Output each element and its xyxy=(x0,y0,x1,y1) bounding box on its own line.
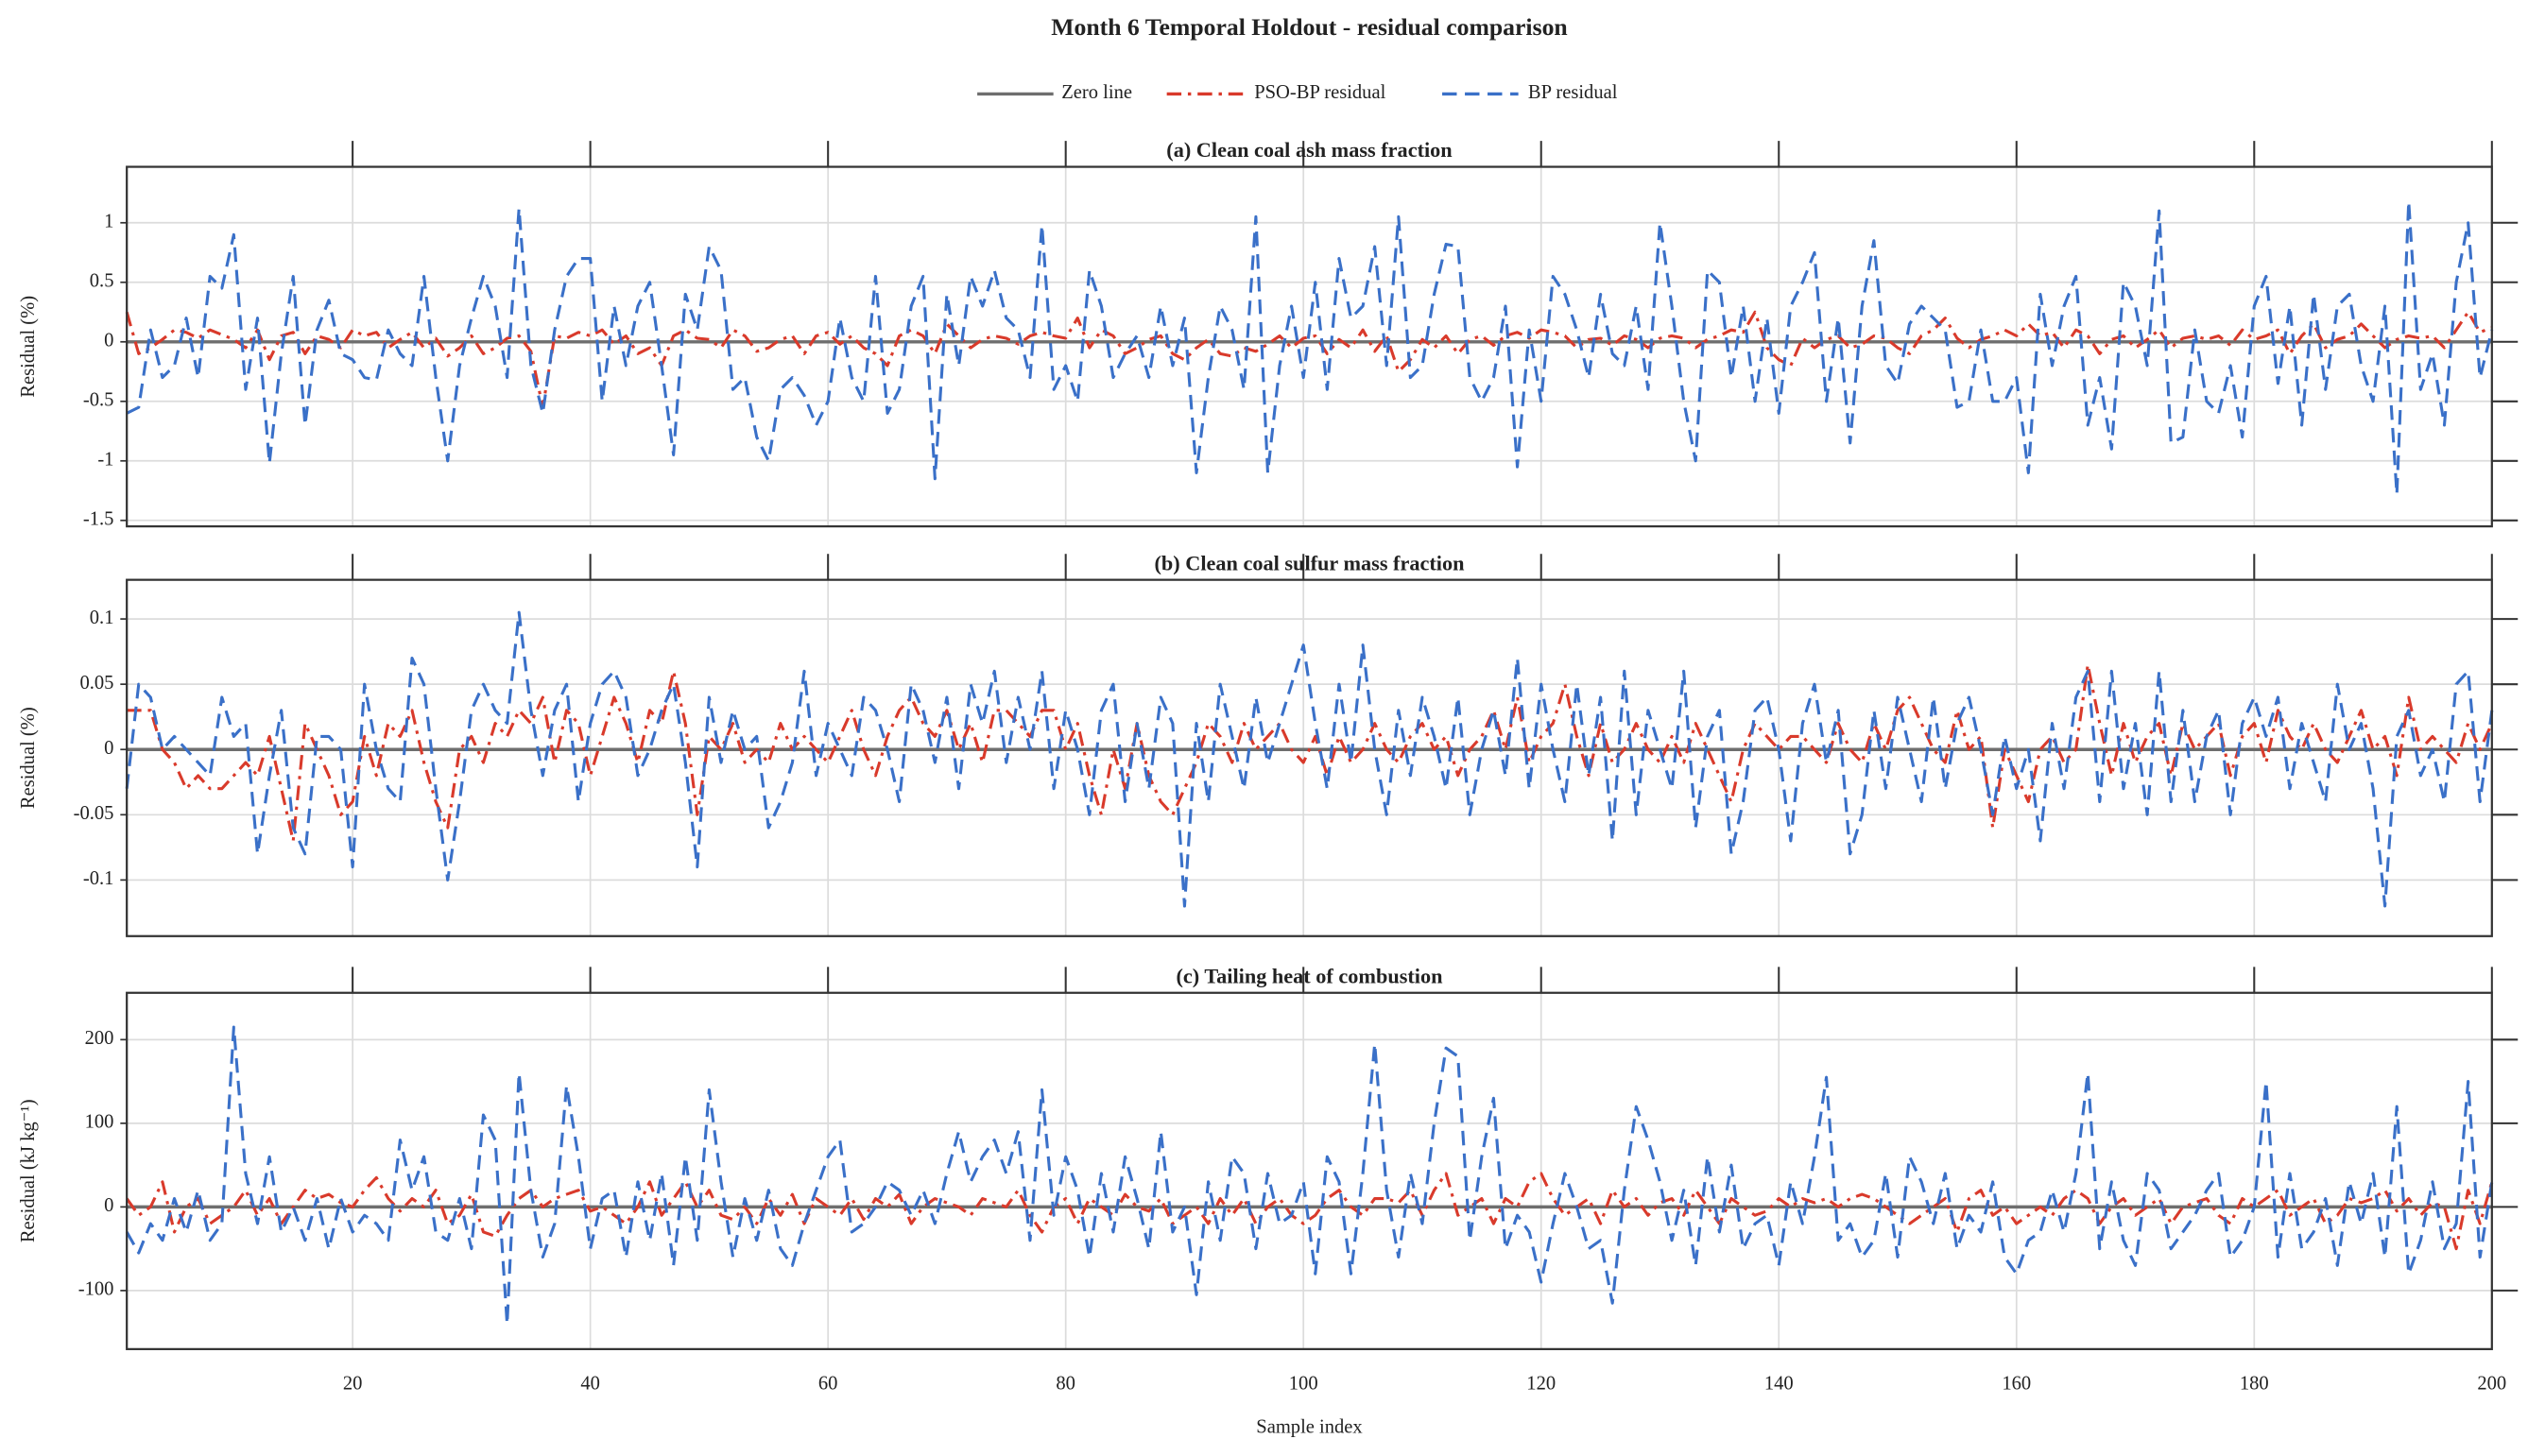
legend: Zero line PSO-BP residual BP residual xyxy=(977,82,1618,103)
x-axis-label: Sample index xyxy=(1256,1417,1363,1438)
x-tick-label: 140 xyxy=(1764,1373,1794,1394)
x-tick-label: 200 xyxy=(2477,1373,2506,1394)
x-tick-label: 60 xyxy=(818,1373,838,1394)
x-tick-label: 120 xyxy=(1526,1373,1556,1394)
y-tick-label: 100 xyxy=(85,1112,114,1133)
y-axis-label: Residual (%) xyxy=(18,296,39,398)
legend-label: PSO-BP residual xyxy=(1254,82,1385,103)
residual-line xyxy=(125,610,2494,908)
residual-line xyxy=(125,1025,2494,1326)
y-tick-label: 1 xyxy=(104,211,113,231)
x-tick-label: 180 xyxy=(2240,1373,2269,1394)
panel-title: (c) Tailing heat of combustion xyxy=(1176,964,1443,987)
y-tick-label: 200 xyxy=(85,1028,114,1049)
figure-title: Month 6 Temporal Holdout - residual comp… xyxy=(1051,13,1568,41)
y-tick-label: 0.5 xyxy=(90,270,114,291)
y-tick-label: -100 xyxy=(78,1279,114,1300)
legend-label: BP residual xyxy=(1528,82,1618,103)
plot-frame xyxy=(126,165,2493,528)
y-tick-label: -0.1 xyxy=(83,868,114,889)
y-axis-label: Residual (%) xyxy=(18,707,39,809)
residual-line xyxy=(127,662,2494,843)
legend-label: Zero line xyxy=(1061,82,1132,103)
residual-line xyxy=(126,199,2494,496)
residual-line xyxy=(125,310,2493,409)
y-tick-label: -1 xyxy=(97,450,113,471)
x-tick-label: 80 xyxy=(1056,1373,1075,1394)
panel: -0.1 -0.05 0 0.05 0.1 (b) Clean coal sulfur m… xyxy=(18,551,2519,937)
panel-title: (b) Clean coal sulfur mass fraction xyxy=(1154,551,1465,574)
y-tick-label: 0.05 xyxy=(80,673,114,694)
y-tick-label: 0 xyxy=(104,738,113,759)
x-tick-label: 100 xyxy=(1289,1373,1318,1394)
plot-frame xyxy=(126,991,2493,1350)
plot-frame xyxy=(126,578,2493,937)
panel: -1.5 -1 -0.5 0 0.5 1 (a) Clean coal ash mass f… xyxy=(18,138,2519,530)
y-tick-label: 0.1 xyxy=(90,608,114,628)
panel: 20 40 60 80 100 120 140 160 180 200 -100 0 100 200 (c)… xyxy=(18,964,2519,1438)
y-tick-label: 0 xyxy=(104,331,113,351)
y-tick-label: 0 xyxy=(104,1195,113,1216)
y-tick-label: -0.05 xyxy=(74,803,114,824)
y-axis-label: Residual (kJ kg⁻¹) xyxy=(18,1099,39,1242)
x-tick-label: 40 xyxy=(580,1373,600,1394)
x-tick-label: 160 xyxy=(2002,1373,2031,1394)
panel-title: (a) Clean coal ash mass fraction xyxy=(1166,138,1453,162)
y-tick-label: -0.5 xyxy=(83,390,114,411)
x-tick-label: 20 xyxy=(343,1373,363,1394)
y-tick-label: -1.5 xyxy=(83,509,114,530)
